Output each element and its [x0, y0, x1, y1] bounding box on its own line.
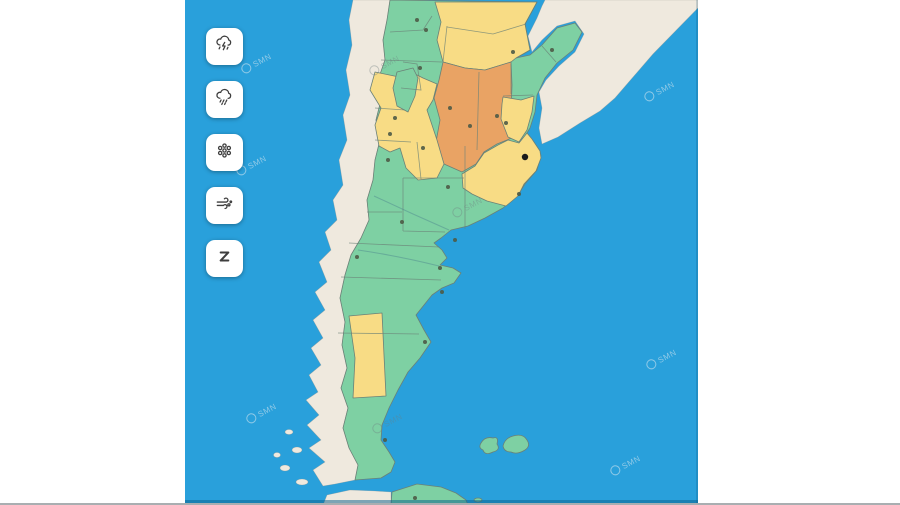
- city-marker: [468, 124, 472, 128]
- city-marker: [418, 66, 422, 70]
- region-malvinas-east-island[interactable]: [502, 434, 529, 454]
- map-right-edge: [696, 0, 698, 505]
- city-marker: [355, 255, 359, 259]
- chile-island: [284, 429, 294, 435]
- capital-city-marker: [521, 153, 529, 161]
- region-west-green-notch[interactable]: [392, 67, 419, 113]
- city-marker: [388, 132, 392, 136]
- city-marker: [448, 106, 452, 110]
- chile-island: [279, 464, 291, 472]
- region-malvinas-west-island[interactable]: [479, 437, 499, 454]
- city-marker: [421, 146, 425, 150]
- chile-island: [291, 446, 303, 454]
- city-marker: [400, 220, 404, 224]
- city-marker: [517, 192, 521, 196]
- region-chubut-west-yellow[interactable]: [348, 312, 387, 399]
- city-marker: [511, 50, 515, 54]
- city-marker: [504, 121, 508, 125]
- weather-alert-map[interactable]: SMN SMN SMN SMN SMN SMN SMN SMN SMN: [185, 0, 698, 505]
- wind-gust-icon: [213, 192, 236, 220]
- province-borders: [337, 15, 557, 335]
- region-buenos-aires-north-yellow[interactable]: [461, 132, 542, 207]
- rivers: [357, 195, 450, 267]
- city-marker: [440, 290, 444, 294]
- city-marker: [415, 18, 419, 22]
- city-marker: [423, 340, 427, 344]
- rain-filter-button[interactable]: [206, 81, 243, 118]
- chile-island: [295, 478, 309, 486]
- city-marker: [438, 266, 442, 270]
- brazil-uruguay-landmass: [527, 0, 698, 145]
- city-marker: [413, 496, 417, 500]
- city-marker: [386, 158, 390, 162]
- rain-cloud-icon: [213, 86, 236, 114]
- chile-island: [273, 452, 281, 458]
- zonda-z-icon: [213, 245, 236, 273]
- map-bottom-strip: [185, 500, 698, 503]
- city-marker: [495, 114, 499, 118]
- region-entre-rios-yellow[interactable]: [500, 95, 535, 143]
- snowflake-icon: [213, 139, 236, 167]
- snow-filter-button[interactable]: [206, 134, 243, 171]
- storm-cloud-lightning-icon: [213, 33, 236, 61]
- city-marker: [393, 116, 397, 120]
- wind-filter-button[interactable]: [206, 187, 243, 224]
- storm-filter-button[interactable]: [206, 28, 243, 65]
- city-marker: [550, 48, 554, 52]
- zonda-filter-button[interactable]: [206, 240, 243, 277]
- city-marker: [453, 238, 457, 242]
- city-marker: [424, 28, 428, 32]
- region-central-north-orange[interactable]: [433, 61, 517, 173]
- argentina-alert-basemap: [185, 0, 698, 505]
- page-bottom-divider: [0, 503, 900, 505]
- city-marker: [446, 185, 450, 189]
- city-marker: [383, 438, 387, 442]
- city-markers-layer: [355, 18, 554, 500]
